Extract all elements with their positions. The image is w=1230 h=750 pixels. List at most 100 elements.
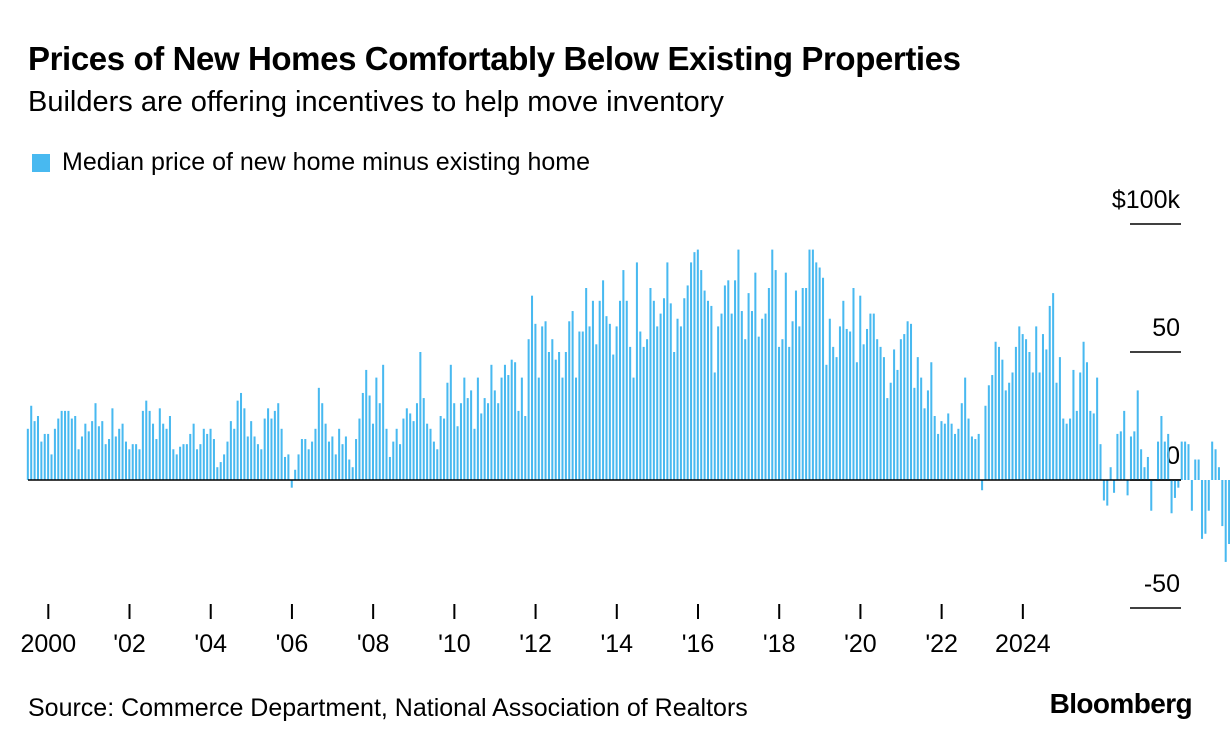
bar [581, 331, 584, 480]
bar [832, 346, 835, 480]
bar [263, 418, 266, 480]
bar [216, 467, 219, 480]
bar [74, 416, 77, 480]
bar [886, 398, 889, 480]
bar [402, 418, 405, 480]
bar [405, 408, 408, 480]
bar [882, 357, 885, 480]
bar [1184, 441, 1187, 480]
bar [1045, 349, 1048, 480]
bar [767, 288, 770, 480]
bar [605, 316, 608, 480]
bar [277, 403, 280, 480]
bar [104, 444, 107, 480]
bar [855, 362, 858, 480]
bar [1204, 480, 1207, 534]
bar [517, 410, 520, 480]
bar [1075, 410, 1078, 480]
bar [551, 339, 554, 480]
bar [439, 416, 442, 480]
bar [842, 300, 845, 480]
x-tick-label: '02 [113, 630, 146, 658]
bar [1082, 341, 1085, 480]
x-tick-label: '08 [357, 630, 390, 658]
bar [1140, 449, 1143, 480]
bloomberg-logo: Bloomberg [1049, 688, 1193, 719]
bar [426, 423, 429, 480]
bar [229, 421, 232, 480]
bar [1157, 441, 1160, 480]
bar [896, 369, 899, 480]
bar [1146, 456, 1149, 480]
bar [1048, 305, 1051, 480]
bar [524, 416, 527, 480]
legend-label: Median price of new home minus existing … [62, 148, 591, 176]
bar [409, 413, 412, 480]
bar [696, 249, 699, 480]
y-tick-label: -50 [1144, 570, 1180, 598]
bar [1224, 480, 1227, 562]
bar [270, 418, 273, 480]
bar [977, 433, 980, 480]
bar [730, 313, 733, 480]
bar [612, 354, 615, 480]
bar [1180, 441, 1183, 480]
bar [991, 375, 994, 480]
bar [706, 300, 709, 480]
bar [1011, 372, 1014, 480]
bar [933, 416, 936, 480]
bar [334, 454, 337, 480]
bar [984, 405, 987, 480]
bar [913, 387, 916, 480]
bar [703, 290, 706, 480]
x-tick-label: '10 [438, 630, 471, 658]
bar [36, 416, 39, 480]
bar [1221, 480, 1224, 527]
bar [1028, 352, 1031, 480]
bar [361, 392, 364, 480]
bar [1197, 459, 1200, 480]
bar [994, 341, 997, 480]
bar [740, 311, 743, 480]
bar [852, 288, 855, 480]
bar [57, 418, 60, 480]
bar [625, 300, 628, 480]
bar [554, 359, 557, 480]
y-tick-label: 0 [1166, 442, 1180, 470]
bar [196, 449, 199, 480]
bar [365, 369, 368, 480]
bar [957, 428, 960, 480]
bar [930, 362, 933, 480]
bar [997, 346, 1001, 480]
bar [443, 418, 446, 480]
bar [192, 423, 195, 480]
bar [662, 298, 666, 480]
bar [300, 439, 303, 480]
bar [808, 249, 811, 480]
bar [618, 300, 622, 480]
bar [1004, 390, 1007, 480]
bar [1143, 467, 1146, 480]
bar [1025, 339, 1028, 480]
bar [879, 346, 882, 480]
bar [974, 439, 977, 480]
bar [656, 326, 659, 480]
bar [771, 249, 774, 480]
bar [453, 403, 456, 480]
bar [1092, 413, 1095, 480]
bar [185, 444, 188, 480]
bar [1014, 346, 1017, 480]
bar [429, 428, 432, 480]
bar [483, 398, 486, 480]
bar [118, 428, 121, 480]
bar [903, 334, 906, 480]
bar [541, 326, 544, 480]
bar [344, 436, 347, 480]
bar [544, 321, 547, 480]
bar [889, 382, 892, 480]
bar [686, 285, 689, 480]
bar [338, 428, 341, 480]
bar [240, 392, 243, 480]
bar [243, 408, 246, 480]
bar [794, 290, 797, 480]
